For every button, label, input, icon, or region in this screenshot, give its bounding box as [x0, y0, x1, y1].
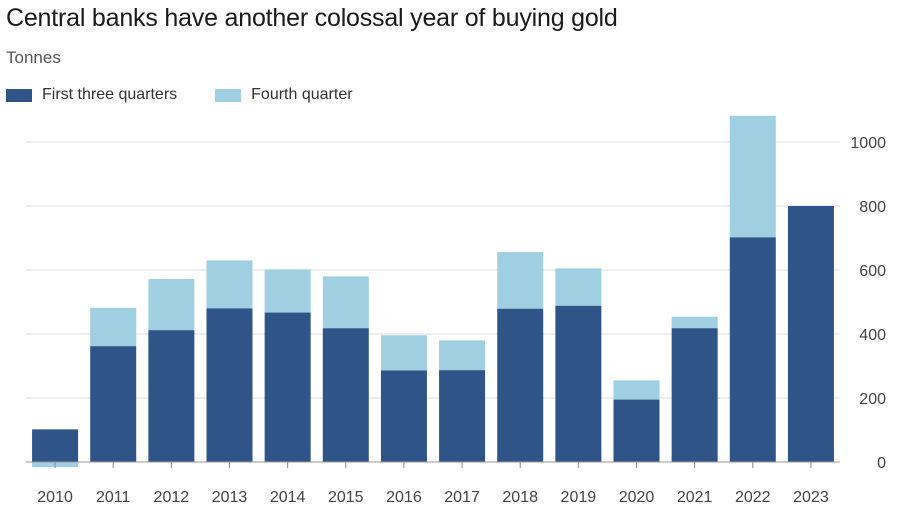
x-tick-label-2022: 2022 — [735, 489, 771, 506]
bar-first-three-quarters-2018 — [497, 308, 544, 462]
y-tick-label-0: 0 — [877, 455, 886, 472]
legend-label-first: First three quarters — [42, 86, 178, 103]
bar-first-three-quarters-2013 — [206, 308, 253, 462]
bar-fourth-quarter-2012 — [148, 278, 195, 331]
bar-first-three-quarters-2019 — [555, 305, 602, 462]
bar-fourth-quarter-2021 — [671, 316, 718, 329]
bar-first-three-quarters-2017 — [439, 370, 486, 462]
bar-fourth-quarter-2020 — [613, 380, 660, 400]
x-tick-label-2014: 2014 — [270, 489, 306, 506]
x-tick-label-2010: 2010 — [37, 489, 73, 506]
x-tick-label-2019: 2019 — [561, 489, 597, 506]
y-tick-label-400: 400 — [859, 327, 886, 344]
bar-fourth-quarter-2015 — [322, 276, 369, 329]
x-tick-label-2021: 2021 — [677, 489, 713, 506]
x-tick-label-2011: 2011 — [96, 489, 131, 506]
bar-first-three-quarters-2010 — [32, 429, 79, 462]
legend-swatch-fourth — [215, 88, 242, 102]
x-tick-label-2023: 2023 — [793, 489, 829, 506]
bar-first-three-quarters-2021 — [671, 328, 718, 462]
x-tick-label-2017: 2017 — [444, 489, 480, 506]
y-tick-label-800: 800 — [859, 199, 886, 216]
legend-item-first-three-quarters: First three quarters — [6, 86, 177, 104]
chart-legend: First three quarters Fourth quarter — [6, 86, 391, 104]
bar-first-three-quarters-2014 — [264, 312, 311, 462]
bar-first-three-quarters-2015 — [322, 328, 369, 462]
x-tick-label-2018: 2018 — [502, 489, 538, 506]
legend-label-fourth: Fourth quarter — [251, 86, 353, 103]
x-tick-label-2013: 2013 — [212, 489, 248, 506]
bar-fourth-quarter-2018 — [497, 252, 544, 309]
bar-fourth-quarter-2019 — [555, 268, 602, 306]
bar-first-three-quarters-2022 — [729, 237, 776, 462]
chart-subtitle: Tonnes — [6, 48, 61, 67]
bar-first-three-quarters-2011 — [90, 346, 137, 462]
bar-fourth-quarter-2011 — [90, 307, 137, 347]
x-tick-label-2012: 2012 — [154, 489, 190, 506]
bar-fourth-quarter-2014 — [264, 269, 311, 313]
legend-item-fourth-quarter: Fourth quarter — [215, 86, 353, 104]
bar-fourth-quarter-2022 — [729, 115, 776, 238]
legend-swatch-first — [6, 88, 32, 102]
bar-first-three-quarters-2016 — [380, 370, 427, 462]
chart-title: Central banks have another colossal year… — [6, 4, 618, 32]
y-tick-label-1000: 1000 — [850, 135, 886, 152]
x-tick-label-2020: 2020 — [619, 489, 655, 506]
bar-first-three-quarters-2020 — [613, 399, 660, 462]
bar-fourth-quarter-2013 — [206, 260, 253, 309]
bar-first-three-quarters-2023 — [787, 206, 834, 462]
x-tick-label-2016: 2016 — [386, 489, 422, 506]
bar-first-three-quarters-2012 — [148, 330, 195, 462]
y-tick-label-600: 600 — [859, 263, 886, 280]
bar-fourth-quarter-2017 — [439, 340, 486, 371]
bar-fourth-quarter-2016 — [380, 335, 427, 371]
x-tick-label-2015: 2015 — [328, 489, 364, 506]
y-tick-label-200: 200 — [859, 391, 886, 408]
